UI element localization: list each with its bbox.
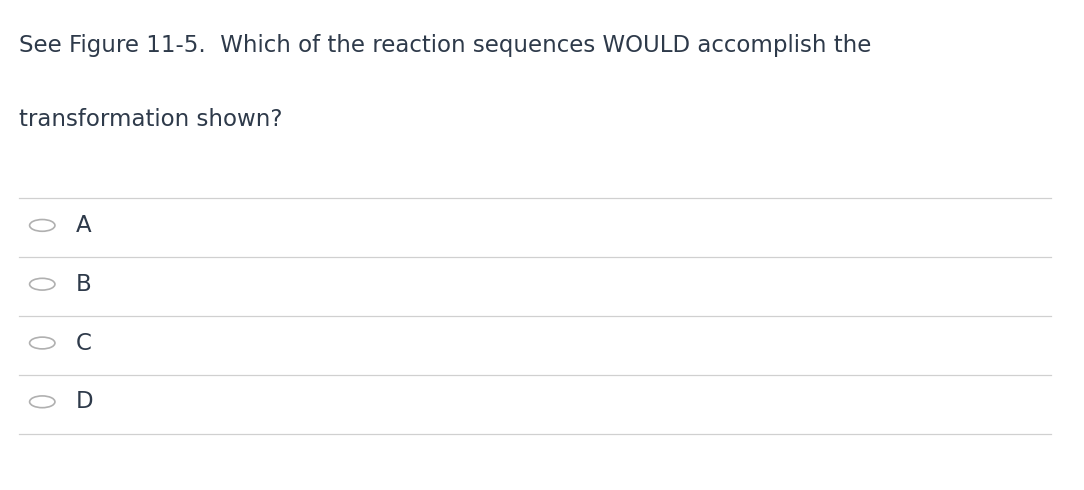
Text: A: A [76,214,92,237]
Text: B: B [76,273,92,295]
Text: D: D [76,391,93,413]
Text: See Figure 11-5.  Which of the reaction sequences WOULD accomplish the: See Figure 11-5. Which of the reaction s… [20,34,872,57]
Text: transformation shown?: transformation shown? [20,108,283,131]
Text: C: C [76,332,92,354]
